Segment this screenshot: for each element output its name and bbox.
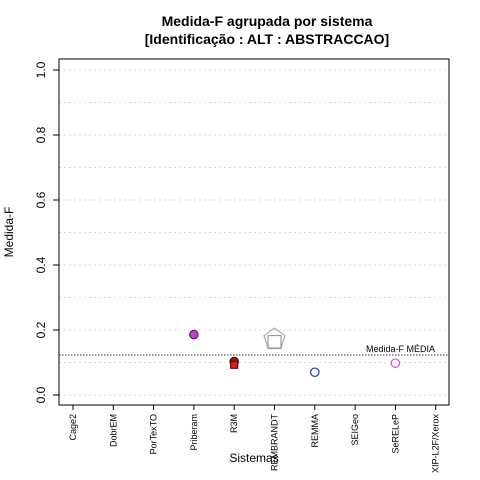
point-serelep-circle	[390, 358, 401, 368]
mean-line-group: Medida-F MÉDIA	[59, 344, 449, 356]
y-tick-label: 0.4	[34, 256, 48, 273]
point-rembrandt-pentagon	[263, 327, 286, 349]
y-axis-label: Medida-F	[2, 207, 16, 258]
y-tick-label: 0.6	[34, 191, 48, 208]
x-tick-label: REMBRANDT	[270, 414, 280, 472]
data-points	[189, 327, 401, 378]
x-axis-label: Sistemas	[229, 451, 278, 465]
plot-frame	[58, 58, 450, 406]
x-tick-label: Cage2	[68, 414, 78, 441]
point-priberam-circle	[189, 329, 199, 340]
x-tick-label: XIP-L2F/Xerox	[431, 414, 441, 474]
x-tick-label: Priberam	[189, 414, 199, 451]
y-tick-label: 0.2	[34, 321, 48, 338]
y-tick-label: 0.0	[34, 386, 48, 403]
point-remma-circle	[309, 367, 320, 378]
y-tick-label: 1.0	[34, 61, 48, 78]
chart-title: Medida-F agrupada por sistema	[162, 13, 373, 29]
point-rembrandt-square	[267, 334, 282, 350]
x-tick-label: REMMA	[310, 414, 320, 448]
x-axis: Cage2 DobrEM PorTexTO Priberam R3M REMBRANDT R…	[68, 405, 441, 473]
x-tick-label: PorTexTO	[149, 414, 159, 454]
x-tick-label: R3M	[229, 414, 239, 433]
x-tick-label: DobrEM	[108, 414, 118, 447]
x-tick-label: SeRELeP	[390, 414, 400, 454]
x-tick-label: SEIGeo	[350, 414, 360, 446]
grid-lines	[59, 69, 449, 396]
y-axis: 0.0 0.2 0.4 0.6 0.8 1.0	[34, 61, 59, 403]
chart-subtitle: [Identificação : ALT : ABSTRACCAO]	[145, 31, 389, 47]
point-r3m-square	[230, 360, 239, 369]
mean-line-label: Medida-F MÉDIA	[366, 344, 435, 354]
y-tick-label: 0.8	[34, 126, 48, 143]
